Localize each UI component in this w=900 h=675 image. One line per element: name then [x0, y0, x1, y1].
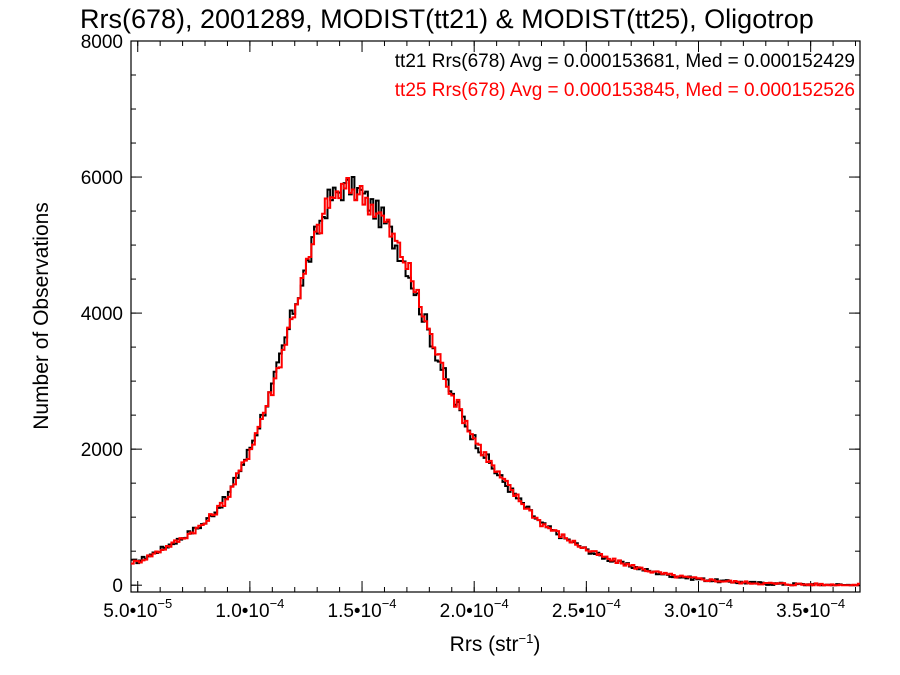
x-tick-label-mantissa: 2.5•10	[552, 601, 606, 622]
legend-entry-tt25: tt25 Rrs(678) Avg = 0.000153845, Med = 0…	[395, 80, 855, 101]
x-tick-label: 1.0•10−4	[215, 596, 284, 622]
x-axis-label: Rrs (str−1)	[450, 631, 541, 656]
series-tt25-line	[131, 177, 860, 587]
plot-frame	[130, 40, 861, 593]
legend-entry-tt21: tt21 Rrs(678) Avg = 0.000153681, Med = 0…	[395, 51, 855, 72]
y-axis-label: Number of Observations	[30, 202, 53, 430]
x-tick-label: 3.5•10−4	[776, 596, 845, 622]
x-axis-label-superscript: −1	[519, 631, 534, 646]
x-tick-label-exponent: −4	[382, 596, 397, 611]
x-tick-label-mantissa: 2.0•10	[440, 601, 494, 622]
x-tick-label-exponent: −5	[157, 596, 172, 611]
x-tick-label-exponent: −4	[494, 596, 509, 611]
axis-ticks: 5.0•10−5 1.0•10−4 1.5•10−4 2.0•10−4 2.5•10−4…	[81, 32, 860, 622]
x-tick-label: 1.5•10−4	[328, 596, 397, 622]
x-tick-label-mantissa: 3.5•10	[776, 601, 830, 622]
x-tick-label: 5.0•10−5	[103, 596, 172, 622]
x-tick-label-exponent: −4	[718, 596, 733, 611]
y-tick-label: 6000	[81, 168, 123, 189]
x-tick-label-mantissa: 1.5•10	[328, 601, 382, 622]
x-axis-label-base: Rrs (str	[450, 633, 519, 656]
x-tick-label-mantissa: 3.0•10	[664, 601, 718, 622]
y-tick-label: 2000	[81, 440, 123, 461]
y-tick-label: 4000	[81, 304, 123, 325]
chart-title: Rrs(678), 2001289, MODIST(tt21) & MODIST…	[80, 4, 814, 34]
x-tick-label-exponent: −4	[606, 596, 621, 611]
y-tick-label: 0	[112, 576, 123, 597]
x-tick-label-mantissa: 5.0•10	[103, 601, 157, 622]
series-tt21-line	[131, 176, 860, 587]
x-axis-label-close: )	[533, 633, 540, 656]
x-tick-label-exponent: −4	[830, 596, 845, 611]
x-tick-label: 3.0•10−4	[664, 596, 733, 622]
y-tick-label: 8000	[81, 32, 123, 53]
series-layer	[131, 176, 860, 587]
x-tick-label-exponent: −4	[270, 596, 285, 611]
x-tick-label: 2.0•10−4	[440, 596, 509, 622]
x-tick-label-mantissa: 1.0•10	[215, 601, 269, 622]
x-tick-label: 2.5•10−4	[552, 596, 621, 622]
